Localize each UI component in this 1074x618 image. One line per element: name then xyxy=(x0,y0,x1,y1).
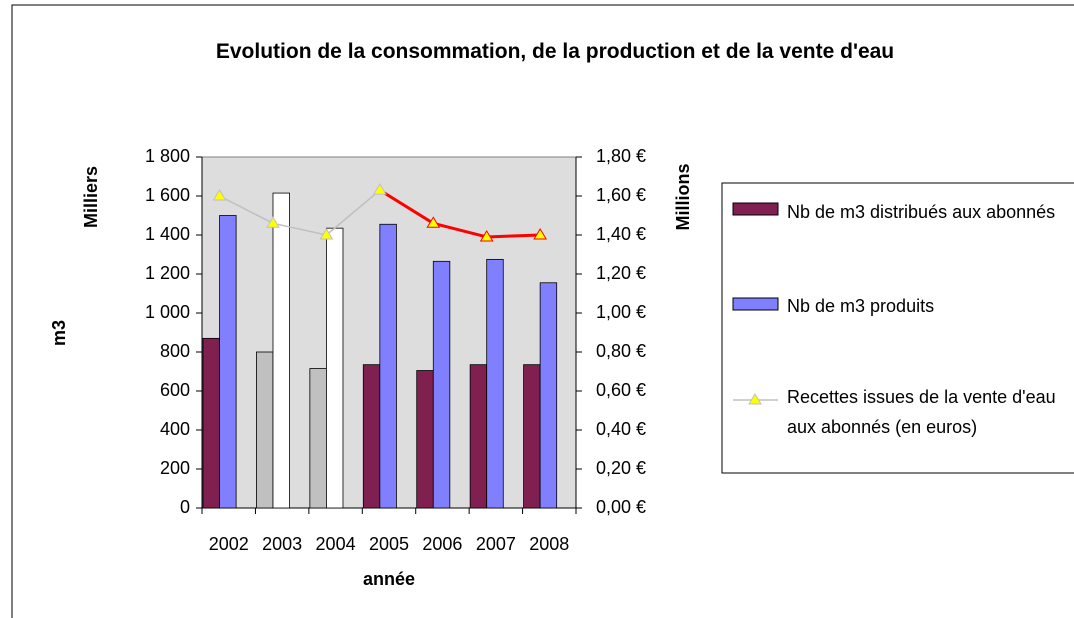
y2-tick-label: 1,20 € xyxy=(596,263,646,283)
y2-tick-label: 0,00 € xyxy=(596,497,646,517)
y-tick-label: 1 600 xyxy=(145,185,190,205)
legend-marker xyxy=(748,393,762,405)
x-tick-label: 2007 xyxy=(476,534,516,554)
x-tick-label: 2004 xyxy=(316,534,356,554)
y-axis-label: m3 xyxy=(49,320,69,346)
legend-box xyxy=(721,182,1074,474)
y2-unit-label: Millions xyxy=(673,164,693,231)
bar xyxy=(272,192,290,509)
line-marker xyxy=(319,228,334,240)
line-segment xyxy=(325,189,381,236)
y2-tick-label: 1,80 € xyxy=(596,146,646,166)
line-marker xyxy=(212,189,227,201)
x-axis-label: année xyxy=(363,569,415,589)
x-tick-label: 2006 xyxy=(422,534,462,554)
y-tick-label: 1 200 xyxy=(145,263,190,283)
line-segment xyxy=(272,222,327,236)
y2-tick-label: 0,60 € xyxy=(596,380,646,400)
bar xyxy=(362,364,381,509)
chart-frame xyxy=(11,4,1074,618)
y2-tick-label: 1,40 € xyxy=(596,224,646,244)
x-tick-label: 2005 xyxy=(369,534,409,554)
chart-title: Evolution de la consommation, de la prod… xyxy=(215,40,895,63)
legend-label: Recettes issues de la vente d'eau aux ab… xyxy=(787,387,1056,437)
line-marker xyxy=(479,229,494,242)
bar xyxy=(486,258,504,509)
y-unit-label: Milliers xyxy=(81,166,101,228)
line-marker xyxy=(533,228,548,240)
bar xyxy=(379,223,397,509)
y-tick-label: 1 400 xyxy=(145,224,190,244)
y2-tick-label: 0,40 € xyxy=(596,419,646,439)
line-segment xyxy=(379,188,435,225)
legend-swatch xyxy=(732,297,779,311)
y2-tick-label: 1,00 € xyxy=(596,302,646,322)
bar xyxy=(202,337,220,509)
bar xyxy=(219,215,237,509)
bar xyxy=(256,351,274,509)
bar xyxy=(539,282,558,509)
x-tick-label: 2002 xyxy=(209,534,249,554)
legend-label: Nb de m3 produits xyxy=(787,296,935,316)
legend-swatch xyxy=(732,202,779,216)
line-marker xyxy=(372,183,387,195)
bar xyxy=(326,227,344,509)
y-tick-label: 600 xyxy=(160,380,190,400)
line-segment xyxy=(486,233,541,239)
y-tick-label: 200 xyxy=(160,458,190,478)
bar xyxy=(416,370,434,509)
y-tick-label: 0 xyxy=(180,497,190,517)
y-tick-label: 1 800 xyxy=(145,146,190,166)
bar xyxy=(523,364,541,509)
line-marker xyxy=(266,216,280,228)
bar xyxy=(469,364,488,509)
line-marker xyxy=(426,216,441,228)
y-tick-label: 1 000 xyxy=(145,302,190,322)
line-segment xyxy=(432,221,488,239)
x-tick-label: 2003 xyxy=(262,534,302,554)
legend-label: Nb de m3 distribués aux abonnés xyxy=(787,202,1056,222)
y2-tick-label: 0,20 € xyxy=(596,458,646,478)
x-tick-label: 2008 xyxy=(529,534,569,554)
y2-tick-label: 0,80 € xyxy=(596,341,646,361)
y2-tick-label: 1,60 € xyxy=(596,185,646,205)
bar xyxy=(309,368,327,509)
bar xyxy=(432,260,451,509)
line-segment xyxy=(219,195,274,224)
y-tick-label: 400 xyxy=(160,419,190,439)
y-tick-label: 800 xyxy=(160,341,190,361)
